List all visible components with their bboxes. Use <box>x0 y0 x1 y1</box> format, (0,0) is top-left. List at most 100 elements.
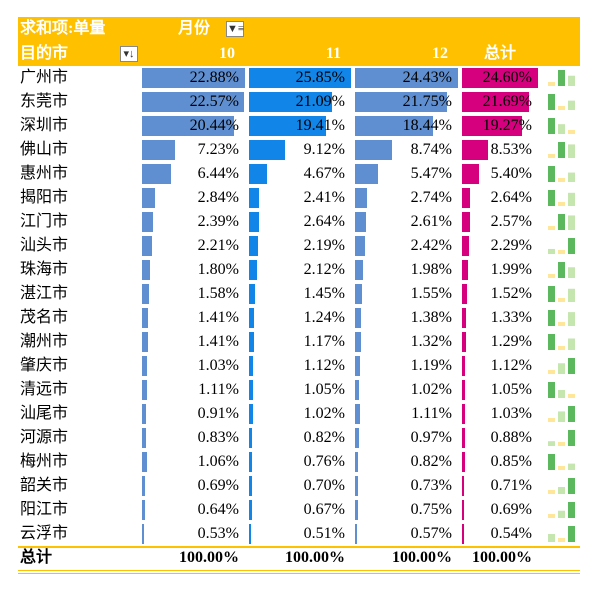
cell-value: 2.61% <box>410 213 452 230</box>
data-bar <box>355 212 366 232</box>
data-bar <box>355 332 361 352</box>
data-bar <box>355 428 360 448</box>
sort-button[interactable]: ▾↓ <box>120 46 138 62</box>
sparkline-bar <box>568 406 575 422</box>
data-bar <box>462 356 466 376</box>
cell-value: 2.41% <box>303 189 345 206</box>
cell-value: 21.09% <box>295 93 345 110</box>
sparkline-bar <box>558 322 565 326</box>
cell-value: 1.24% <box>303 309 345 326</box>
cell-value: 2.42% <box>410 237 452 254</box>
column-header: 11 <box>325 45 341 62</box>
value-cell: 1.02% <box>247 402 353 426</box>
cell-value: 1.17% <box>303 333 345 350</box>
value-cell: 1.19% <box>353 354 460 378</box>
filter-button[interactable]: ▼≡ <box>226 21 245 37</box>
cell-value: 1.05% <box>303 381 345 398</box>
cell-value: 5.40% <box>490 165 532 182</box>
value-cell: 2.57% <box>460 210 540 234</box>
data-bar <box>355 308 361 328</box>
sparkline <box>548 94 575 110</box>
data-bar <box>355 404 360 424</box>
cell-value: 21.75% <box>402 93 452 110</box>
value-cell: 20.44% <box>140 114 247 138</box>
row-label: 清远市 <box>20 381 69 398</box>
sparkline-bar <box>568 215 575 230</box>
value-cell: 0.70% <box>247 474 353 498</box>
data-bar <box>249 332 254 352</box>
value-cell: 0.88% <box>460 426 540 450</box>
sparkline <box>548 70 575 86</box>
value-cell: 2.39% <box>140 210 247 234</box>
data-bar <box>355 188 367 208</box>
sparkline-bar <box>568 100 575 110</box>
cell-value: 1.45% <box>303 285 345 302</box>
sparkline <box>548 286 575 302</box>
data-bar <box>355 116 433 136</box>
value-cell: 2.64% <box>460 186 540 210</box>
value-cell: 19.41% <box>247 114 353 138</box>
value-cell: 24.43% <box>353 66 460 90</box>
data-bar <box>249 140 285 160</box>
data-bar <box>249 116 326 136</box>
sparkline-bar <box>568 526 575 542</box>
sparkline-bar <box>548 274 555 278</box>
data-bar <box>355 284 362 304</box>
value-cell: 24.60% <box>460 66 540 90</box>
pivot-title: 求和项:单量 <box>20 17 106 41</box>
sparkline-bar <box>558 442 565 446</box>
cell-value: 0.73% <box>410 477 452 494</box>
cell-value: 0.64% <box>197 501 239 518</box>
value-cell: 1.12% <box>247 354 353 378</box>
data-bar <box>249 308 254 328</box>
value-cell: 2.74% <box>353 186 460 210</box>
cell-value: 24.60% <box>482 69 532 86</box>
data-bar <box>142 92 244 112</box>
data-bar <box>142 404 147 424</box>
cell-value: 19.41% <box>295 117 345 134</box>
data-bar <box>142 500 145 520</box>
data-bar <box>249 452 252 472</box>
value-cell: 2.84% <box>140 186 247 210</box>
sparkline <box>548 502 575 518</box>
row-label: 潮州市 <box>20 333 69 350</box>
data-bar <box>249 524 251 544</box>
sparkline-bar <box>568 144 575 158</box>
cell-value: 0.75% <box>410 501 452 518</box>
cell-value: 6.44% <box>197 165 239 182</box>
data-bar <box>142 356 147 376</box>
data-bar <box>355 356 361 376</box>
data-bar <box>249 68 351 88</box>
sparkline-bar <box>548 248 555 254</box>
data-bar <box>355 68 458 88</box>
sparkline-bar <box>568 463 575 470</box>
sparkline-bar <box>558 411 565 422</box>
sparkline-bar <box>558 250 565 254</box>
data-bar <box>142 212 153 232</box>
cell-value: 0.53% <box>197 525 239 542</box>
cell-value: 0.70% <box>303 477 345 494</box>
value-cell: 1.05% <box>247 378 353 402</box>
value-cell: 2.41% <box>247 186 353 210</box>
cell-value: 0.69% <box>197 477 239 494</box>
cell-value: 1.29% <box>490 333 532 350</box>
row-label: 云浮市 <box>20 525 69 542</box>
value-cell: 21.75% <box>353 90 460 114</box>
cell-value: 0.57% <box>410 525 452 542</box>
cell-value: 0.69% <box>490 501 532 518</box>
value-cell: 1.41% <box>140 330 247 354</box>
data-bar <box>355 92 447 112</box>
sparkline-bar <box>558 298 565 302</box>
sparkline-bar <box>548 226 555 230</box>
sparkline-bar <box>548 118 555 134</box>
value-cell: 22.88% <box>140 66 247 90</box>
data-bar <box>249 236 258 256</box>
data-bar <box>142 524 145 544</box>
data-bar <box>249 500 252 520</box>
value-cell: 0.97% <box>353 426 460 450</box>
value-cell: 2.61% <box>353 210 460 234</box>
cell-value: 1.02% <box>303 405 345 422</box>
data-bar <box>249 92 333 112</box>
cell-value: 20.44% <box>189 117 239 134</box>
value-cell: 0.69% <box>140 474 247 498</box>
